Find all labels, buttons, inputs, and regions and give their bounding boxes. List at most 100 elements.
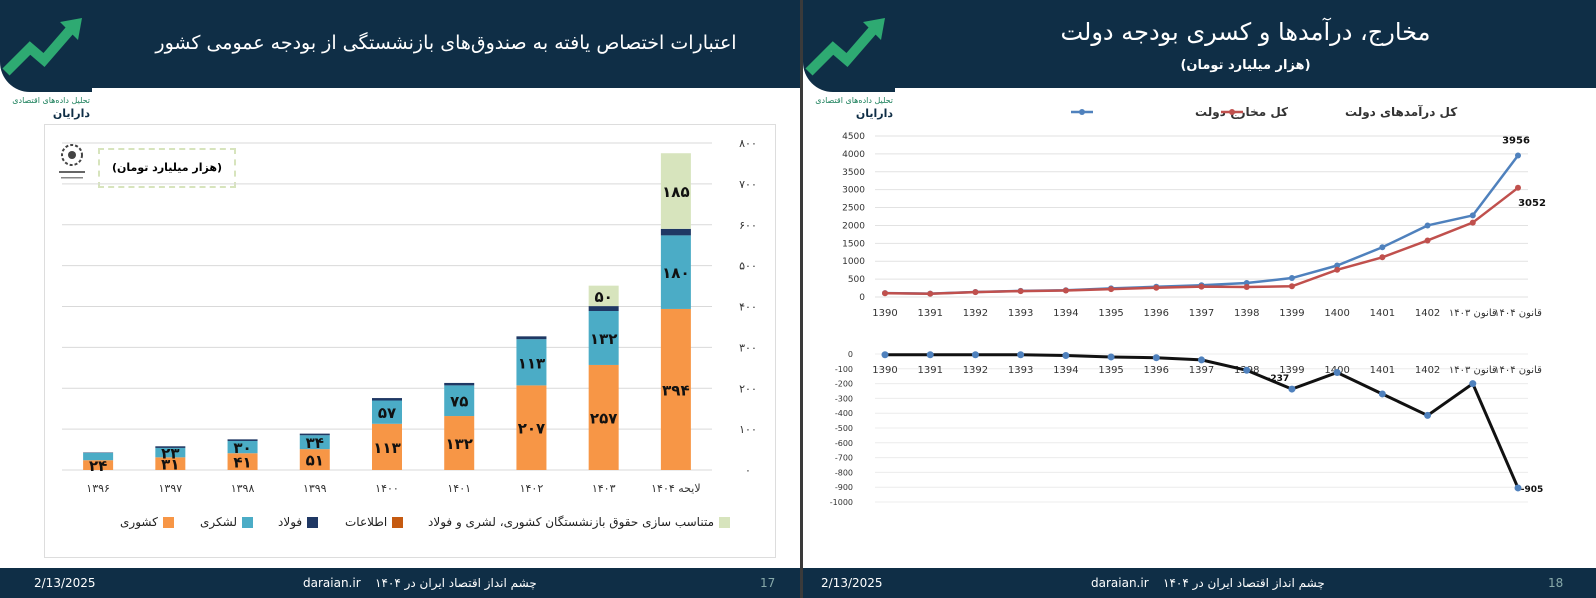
bar-segment [588,310,619,365]
y-tick-label: ۵۰۰ [739,260,757,273]
x-tick-label: ۱۳۹۹ [303,482,327,495]
y-tick-label: ۶۰۰ [739,219,757,232]
y-tick-label: 3500 [842,168,865,178]
footer: 2/13/2025 daraian.ir چشم انداز اقتصاد ای… [0,568,800,598]
data-point [1243,366,1251,374]
x-tick-label: 1401 [1370,308,1395,319]
y-tick-label: -400 [835,409,853,418]
data-label: -905 [1521,485,1544,495]
x-tick-label: ۱۳۹۷ [159,482,183,495]
bar-segment [660,235,691,309]
data-point [1198,356,1205,364]
data-label: ۴۱ [233,454,251,472]
data-point [1424,411,1432,419]
bar-segment [660,308,691,470]
line-charts: 0 500 1000 1500 2000 2500 3000 3500 4000 4500 1390… [830,104,1546,507]
logo: تحلیل داده‌های اقتصادی دارایان [803,0,895,120]
data-point [1198,283,1205,290]
legend-item-keshvari: کشوری [120,515,174,529]
data-label: ۵۱ [306,452,324,470]
footer-date: 2/13/2025 [34,576,96,590]
y-tick-label: 3000 [842,186,865,196]
x-tick-label: 1397 [1189,365,1214,376]
y-tick-label: ۸۰۰ [739,137,757,150]
bar-segment [660,153,691,229]
logo: تحلیل داده‌های اقتصادی دارایان [0,0,92,120]
data-label: ۲۳ [161,445,179,463]
y-tick-label: ۰ [745,464,751,477]
footer-site[interactable]: daraian.ir [303,576,361,590]
data-point [1288,275,1295,282]
bar-segment [299,449,330,470]
data-point [1515,152,1521,159]
data-point [1424,237,1431,244]
data-label: ۷۵ [450,393,468,411]
x-tick-label: 1391 [917,365,942,376]
y-tick-label: 4000 [842,150,865,160]
x-tick-label: 1396 [1144,365,1169,376]
y-tick-label: -900 [835,483,853,492]
y-tick-label: -600 [835,439,853,448]
bar-segment [372,400,402,424]
data-point [1334,266,1341,273]
x-tick-label: ۱۳۹۸ [231,482,255,495]
data-point [1469,219,1476,226]
bar-segment [372,423,402,470]
footer-page: 18 [1548,576,1564,590]
bar-segment [660,228,691,236]
slide-title: اعتبارات اختصاص یافته به صندوق‌های بازنش… [155,32,737,54]
legend-label: کل درآمدهای دولت [1345,104,1457,120]
data-point [972,289,979,296]
data-point [882,290,888,297]
bar-segment [516,339,547,386]
x-tick-label: 1393 [1008,308,1033,319]
legend-marker [1229,109,1235,115]
slide-18: تحلیل داده‌های اقتصادی دارایان مخارج، در… [803,0,1596,598]
footer-text: چشم انداز اقتصاد ایران در ۱۴۰۴ [375,576,537,590]
data-point [1334,262,1341,269]
footer-site[interactable]: daraian.ir [1091,576,1149,590]
data-point [1378,390,1386,398]
unit-box: (هزار میلیارد تومان) [98,148,236,188]
data-label: ۳۰ [233,439,251,457]
data-label: ۱۱۳ [373,439,400,457]
x-tick-label: 1400 [1324,308,1349,319]
data-label: ۵۰ [595,288,613,306]
data-label: ۲۵۷ [590,409,617,427]
x-tick-label: قانون ۱۴۰۳ [1449,365,1497,376]
x-tick-label: 1392 [963,365,988,376]
x-tick-label: قانون ۱۴۰۴ [1494,308,1542,319]
slide-17: تحلیل داده‌های اقتصادی دارایان اعتبارات … [0,0,800,598]
bar-segment [155,457,186,470]
bar-segment [299,433,330,436]
footer-text: چشم انداز اقتصاد ایران در ۱۴۰۴ [1163,576,1325,590]
y-tick-label: 1000 [842,257,865,267]
data-label: ۵۷ [378,404,396,422]
footer-date: 2/13/2025 [821,576,883,590]
y-tick-label: 2500 [842,204,865,214]
y-tick-label: ۱۰۰ [739,423,757,436]
data-point [926,351,934,359]
x-tick-label: لایحه ۱۴۰۴ [651,482,700,495]
logo-name: دارایان [855,107,893,120]
data-point [1152,354,1160,362]
y-tick-label: 4500 [842,132,865,142]
y-tick-label: 2000 [842,221,865,231]
bar-segment [83,452,114,461]
data-point [1108,286,1115,293]
x-tick-label: 1401 [1370,365,1395,376]
data-label: ۲۰۷ [518,420,545,438]
data-point [1379,244,1386,251]
seal-icon [55,143,89,188]
data-label: 3956 [1502,135,1530,146]
x-tick-label: 1399 [1279,308,1304,319]
data-point [1469,212,1476,219]
slide-title: مخارج، درآمدها و کسری بودجه دولت [1060,18,1431,46]
data-point [1062,287,1069,294]
y-tick-label: -700 [835,454,853,463]
y-tick-label: 0 [859,293,865,303]
data-point [1107,353,1115,361]
x-tick-label: 1402 [1415,365,1440,376]
bar-segment [155,447,186,458]
